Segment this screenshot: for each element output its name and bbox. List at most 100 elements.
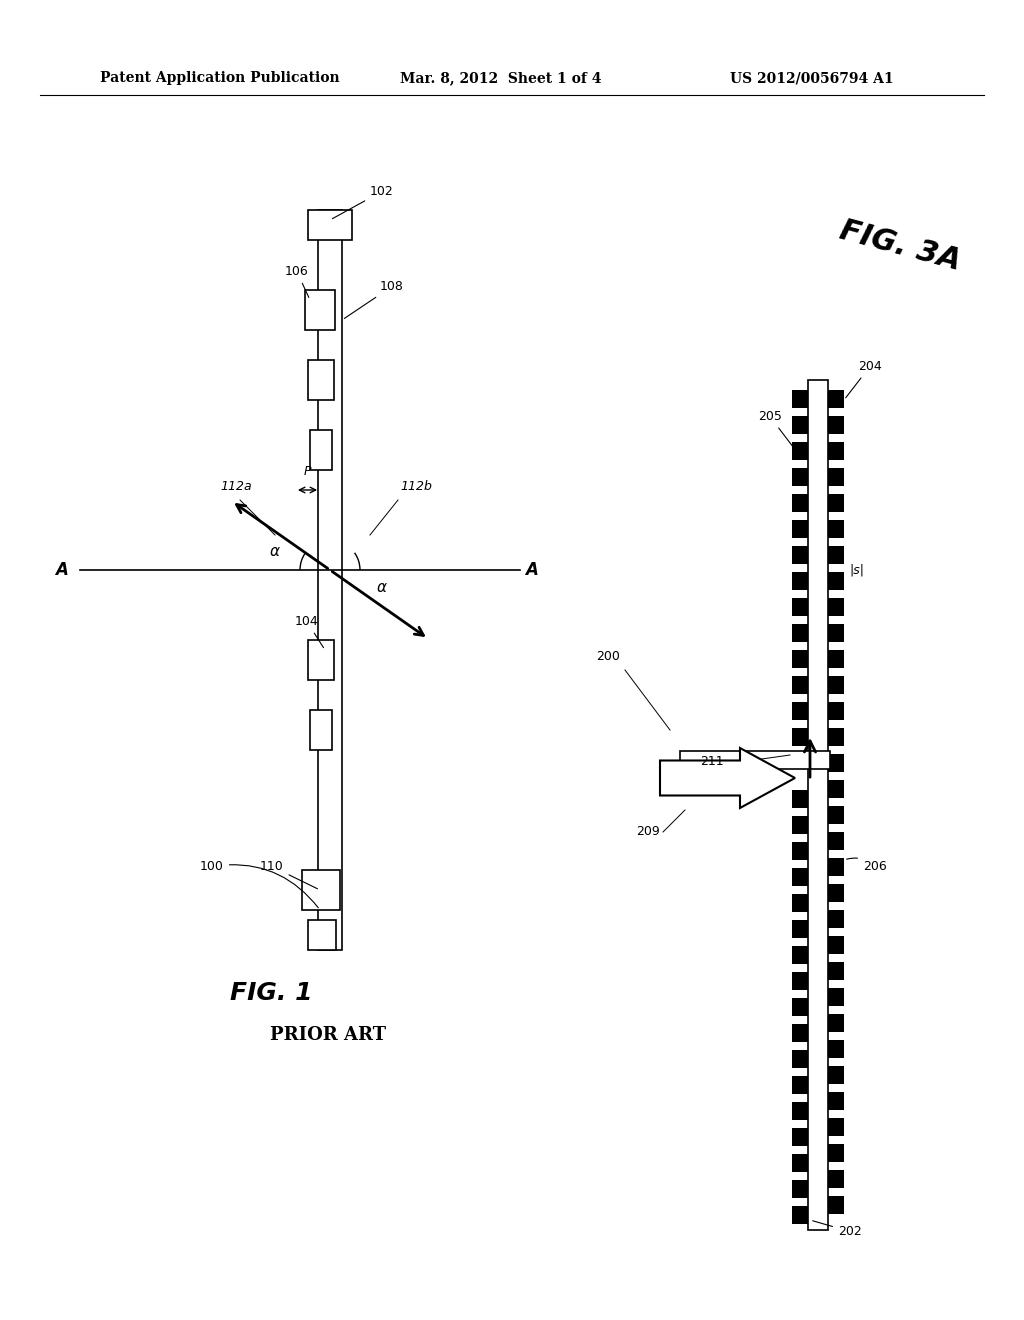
Bar bbox=[792, 676, 808, 694]
Text: A: A bbox=[525, 561, 538, 579]
Bar bbox=[828, 442, 844, 459]
Text: US 2012/0056794 A1: US 2012/0056794 A1 bbox=[730, 71, 894, 84]
Text: P: P bbox=[304, 465, 311, 478]
Bar bbox=[828, 702, 844, 719]
Bar bbox=[308, 640, 334, 680]
Bar bbox=[792, 546, 808, 564]
Bar bbox=[828, 1040, 844, 1059]
Bar bbox=[792, 494, 808, 512]
Bar bbox=[308, 210, 352, 240]
Bar bbox=[828, 962, 844, 979]
Bar bbox=[792, 869, 808, 886]
Bar bbox=[828, 416, 844, 434]
Bar bbox=[792, 649, 808, 668]
Bar bbox=[828, 832, 844, 850]
Text: 112b: 112b bbox=[400, 480, 432, 492]
Bar bbox=[808, 380, 828, 1230]
Bar bbox=[828, 494, 844, 512]
Bar bbox=[828, 546, 844, 564]
Bar bbox=[792, 998, 808, 1016]
Text: 104: 104 bbox=[295, 615, 324, 648]
Bar bbox=[828, 780, 844, 799]
Polygon shape bbox=[660, 748, 795, 808]
Bar bbox=[828, 858, 844, 876]
Bar bbox=[792, 1024, 808, 1041]
Bar bbox=[828, 598, 844, 616]
Bar bbox=[680, 751, 830, 770]
Bar bbox=[828, 1144, 844, 1162]
Bar bbox=[310, 710, 332, 750]
Bar bbox=[828, 807, 844, 824]
Text: Mar. 8, 2012  Sheet 1 of 4: Mar. 8, 2012 Sheet 1 of 4 bbox=[400, 71, 601, 84]
Bar bbox=[828, 649, 844, 668]
Text: 211: 211 bbox=[700, 755, 724, 768]
Bar bbox=[828, 572, 844, 590]
Bar bbox=[792, 816, 808, 834]
Bar bbox=[318, 210, 342, 950]
Bar bbox=[828, 1067, 844, 1084]
Bar bbox=[792, 946, 808, 964]
Text: 209: 209 bbox=[636, 825, 660, 838]
Text: 202: 202 bbox=[813, 1221, 862, 1238]
Bar bbox=[792, 416, 808, 434]
Text: 204: 204 bbox=[846, 360, 882, 397]
Text: 112a: 112a bbox=[220, 480, 252, 492]
Bar bbox=[792, 572, 808, 590]
Bar bbox=[302, 870, 340, 909]
Bar bbox=[792, 1129, 808, 1146]
Bar bbox=[308, 920, 336, 950]
Text: 100: 100 bbox=[200, 861, 318, 908]
Bar bbox=[792, 520, 808, 539]
Bar bbox=[828, 676, 844, 694]
Bar bbox=[828, 729, 844, 746]
Bar bbox=[792, 1076, 808, 1094]
Bar bbox=[828, 520, 844, 539]
Text: |s|: |s| bbox=[849, 564, 864, 577]
Text: A: A bbox=[55, 561, 68, 579]
Bar bbox=[792, 469, 808, 486]
Bar bbox=[828, 1196, 844, 1214]
Text: FIG. 1: FIG. 1 bbox=[230, 981, 312, 1005]
Bar bbox=[828, 909, 844, 928]
Text: α: α bbox=[377, 581, 387, 595]
Text: 102: 102 bbox=[333, 185, 394, 219]
Bar bbox=[792, 624, 808, 642]
Bar bbox=[828, 987, 844, 1006]
Text: α: α bbox=[270, 544, 280, 560]
Bar bbox=[828, 1118, 844, 1137]
Bar bbox=[792, 1154, 808, 1172]
Bar bbox=[828, 936, 844, 954]
Bar bbox=[828, 389, 844, 408]
Bar bbox=[792, 389, 808, 408]
Text: 200: 200 bbox=[596, 649, 620, 663]
Text: 108: 108 bbox=[344, 280, 403, 318]
Bar bbox=[792, 702, 808, 719]
Bar bbox=[828, 1170, 844, 1188]
Text: 206: 206 bbox=[847, 858, 887, 873]
Text: 106: 106 bbox=[285, 265, 309, 297]
Bar bbox=[828, 754, 844, 772]
Bar bbox=[792, 842, 808, 861]
Bar bbox=[792, 598, 808, 616]
Bar bbox=[828, 1014, 844, 1032]
Bar bbox=[792, 972, 808, 990]
Bar bbox=[792, 920, 808, 939]
Text: Patent Application Publication: Patent Application Publication bbox=[100, 71, 340, 84]
Bar bbox=[828, 624, 844, 642]
Bar bbox=[792, 442, 808, 459]
Text: FIG. 3A: FIG. 3A bbox=[837, 215, 964, 276]
Bar bbox=[792, 1206, 808, 1224]
Bar bbox=[792, 1102, 808, 1119]
Text: 110: 110 bbox=[260, 861, 317, 888]
Bar bbox=[310, 430, 332, 470]
Text: 205: 205 bbox=[758, 411, 802, 458]
Bar bbox=[305, 290, 335, 330]
Bar bbox=[792, 1049, 808, 1068]
Bar bbox=[828, 469, 844, 486]
Bar bbox=[792, 894, 808, 912]
Bar bbox=[828, 1092, 844, 1110]
Bar bbox=[792, 1180, 808, 1199]
Text: PRIOR ART: PRIOR ART bbox=[270, 1026, 386, 1044]
Bar bbox=[308, 360, 334, 400]
Bar bbox=[828, 884, 844, 902]
